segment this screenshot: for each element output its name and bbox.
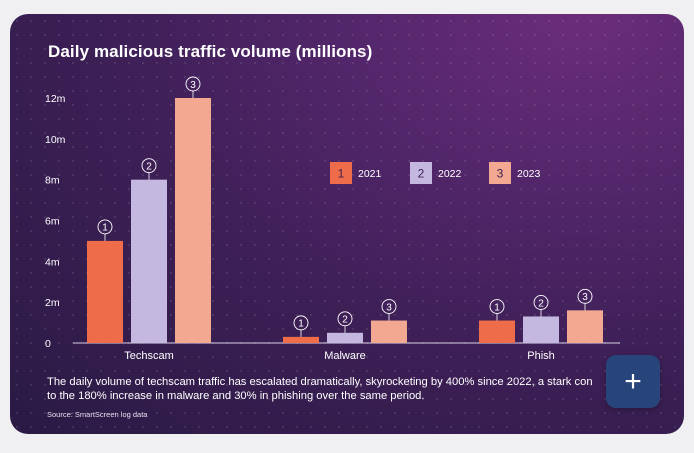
bar <box>327 332 363 343</box>
bar-marker-number: 2 <box>538 298 544 309</box>
y-tick-label: 4m <box>45 256 60 268</box>
bar-marker-circle <box>185 76 201 92</box>
chart-title: Daily malicious traffic volume (millions… <box>48 42 373 61</box>
legend-label: 2021 <box>358 168 382 180</box>
chart-card: Daily malicious traffic volume (millions… <box>10 14 684 434</box>
caption-line-2: to the 180% increase in malware and 30% … <box>47 390 425 402</box>
y-tick-label: 6m <box>45 216 60 228</box>
add-button[interactable]: + <box>606 355 660 408</box>
bar-marker-circle <box>381 299 397 314</box>
bar-marker-circle <box>577 288 593 304</box>
bar-marker-circle <box>97 219 113 235</box>
bar-marker-number: 3 <box>582 292 588 303</box>
y-tick-label: 0 <box>45 338 51 350</box>
bar-marker-circle <box>533 295 549 310</box>
legend-label: 2022 <box>438 168 462 180</box>
legend-swatch <box>410 162 432 184</box>
legend-swatch <box>330 162 352 184</box>
bar-marker-circle <box>293 315 309 331</box>
x-tick-label: Malware <box>324 350 366 359</box>
bar-marker-number: 3 <box>386 302 392 313</box>
bar <box>523 316 559 343</box>
caption-line-1: The daily volume of techscam traffic has… <box>47 376 593 388</box>
bar-marker-number: 1 <box>494 302 500 313</box>
bar-marker-number: 2 <box>342 315 348 326</box>
chart-caption: The daily volume of techscam traffic has… <box>47 375 607 403</box>
bar-marker-number: 3 <box>190 80 196 91</box>
bar-marker-number: 1 <box>298 319 304 330</box>
bar-chart: 0 2m 4m 6m 8m 10m 12m 1 2 3 Techscam 1 2 3 Malware 1 2 3 P… <box>45 76 620 359</box>
bar-marker-number: 1 <box>102 223 108 234</box>
legend-marker: 3 <box>497 167 504 181</box>
bar <box>283 336 319 343</box>
bar <box>87 240 123 343</box>
bar <box>175 98 211 343</box>
source-note: Source: SmartScreen log data <box>47 410 148 419</box>
y-tick-label: 8m <box>45 175 60 187</box>
bar <box>567 310 603 343</box>
legend-marker: 1 <box>338 167 345 181</box>
bar <box>479 320 515 343</box>
y-tick-label: 12m <box>45 93 66 105</box>
bar <box>131 179 167 343</box>
x-tick-label: Phish <box>527 350 555 359</box>
bar <box>371 320 407 343</box>
legend-swatch <box>489 162 511 184</box>
bar-marker-number: 2 <box>146 161 152 172</box>
plus-icon: + <box>624 364 642 398</box>
y-tick-label: 2m <box>45 297 60 309</box>
legend-marker: 2 <box>418 167 425 181</box>
y-tick-label: 10m <box>45 134 66 146</box>
bar-marker-circle <box>337 311 353 327</box>
legend-label: 2023 <box>517 168 541 180</box>
bar-marker-circle <box>141 158 157 174</box>
bar-marker-circle <box>489 299 505 314</box>
x-tick-label: Techscam <box>124 350 174 359</box>
